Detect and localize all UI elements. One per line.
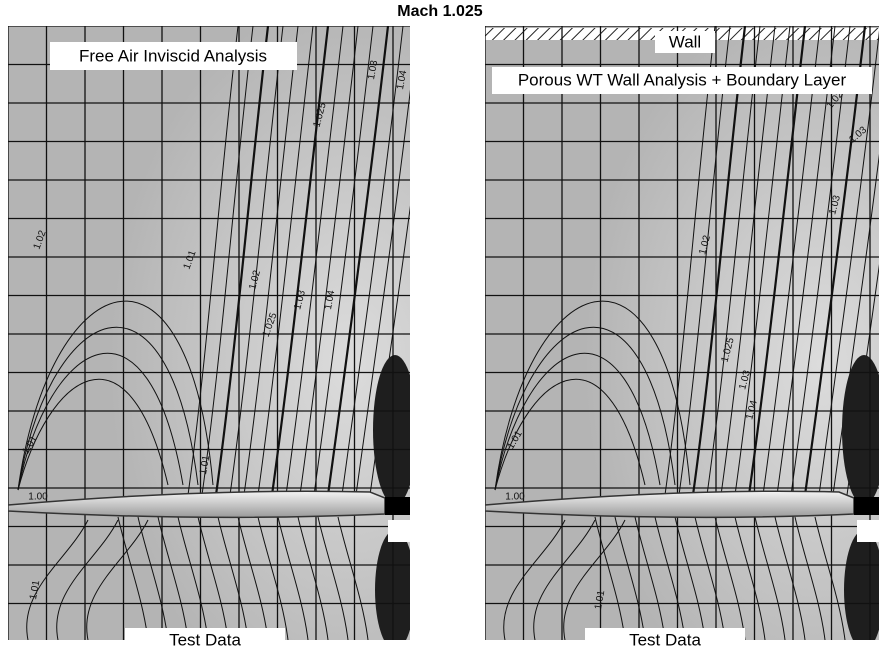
contour-line: [17, 326, 199, 491]
contour-line: [277, 516, 309, 640]
contour-line: [762, 26, 821, 496]
contour-line: [678, 26, 731, 496]
contour-label: 1.02: [697, 234, 713, 256]
wall-label: Wall: [669, 32, 701, 51]
contour-label: 1.00: [28, 492, 48, 503]
contour-line: [317, 516, 349, 640]
contour-line: [187, 26, 239, 496]
contour-label: 1.01: [198, 454, 212, 476]
contour-line: [237, 516, 269, 640]
contour-label: 1.00: [505, 492, 525, 503]
panel: 1.021.031.031.021.0251.031.041.011.001.0…: [485, 26, 879, 640]
contour-line: [326, 26, 390, 496]
contour-line: [664, 26, 716, 496]
contour-label: 1.04: [395, 69, 409, 91]
contour-line: [177, 516, 209, 640]
contour-line: [257, 516, 289, 640]
contour-line: [776, 26, 836, 496]
contour-label: 1.03: [737, 369, 753, 391]
contour-line: [674, 516, 706, 640]
contour-line: [201, 26, 254, 496]
contour-line: [691, 26, 747, 496]
contour-line: [494, 326, 676, 491]
contour-line: [243, 26, 299, 496]
contour-line: [355, 89, 410, 496]
contour-label: 1.03: [827, 194, 843, 216]
contour-line: [217, 516, 249, 640]
contour-line: [494, 378, 646, 491]
contour-line: [533, 519, 596, 640]
contour-line: [694, 516, 726, 640]
contour-line: [17, 378, 169, 491]
contour-line: [285, 26, 344, 496]
contour-line: [790, 26, 851, 496]
contour-line: [117, 516, 149, 640]
contour-line: [229, 26, 284, 496]
contour-line: [17, 300, 214, 491]
contour-line: [754, 516, 786, 640]
contour-line: [818, 30, 879, 496]
sting-gap: [857, 520, 879, 542]
contour-line: [56, 519, 119, 640]
contour-label: 1.03: [366, 59, 380, 81]
contour-line: [563, 519, 626, 640]
contour-line: [832, 153, 879, 496]
panel-footer: Test Data: [629, 630, 701, 649]
contour-line: [86, 519, 149, 640]
contour-line: [654, 516, 686, 640]
contour-line: [297, 516, 329, 640]
contour-label: 1.04: [323, 289, 337, 311]
contour-line: [313, 26, 374, 496]
contour-line: [734, 516, 766, 640]
contour-label: 1.01: [593, 589, 607, 611]
contour-line: [341, 26, 404, 496]
contour-line: [803, 26, 867, 496]
contour-line: [270, 26, 330, 496]
contour-line: [706, 26, 761, 496]
panel-label: Porous WT Wall Analysis + Boundary Layer: [518, 70, 847, 89]
contour-line: [594, 516, 626, 640]
panel-label: Free Air Inviscid Analysis: [79, 46, 267, 65]
contour-line: [747, 26, 807, 496]
contour-line: [197, 516, 229, 640]
sting: [854, 497, 879, 515]
sting-gap: [388, 520, 410, 542]
annotations: Free Air Inviscid Analysis Test Data Wal…: [50, 31, 872, 652]
contour-line: [774, 516, 806, 640]
contour-line: [299, 26, 359, 496]
shock-region: [373, 355, 410, 505]
contour-line: [494, 300, 691, 491]
contour-line: [257, 26, 314, 496]
contour-line: [714, 516, 746, 640]
contour-label: 1.01: [28, 579, 42, 601]
shock-region: [375, 530, 410, 640]
contour-label: 1.02: [247, 269, 263, 291]
contour-line: [720, 26, 776, 496]
panel-footer: Test Data: [169, 630, 241, 649]
contour-label: 1.03: [292, 289, 308, 311]
contour-line: [214, 26, 270, 496]
sting: [385, 497, 410, 515]
contour-line: [794, 516, 826, 640]
contour-line: [494, 352, 661, 491]
contour-line: [17, 352, 184, 491]
contour-label: 1.04: [744, 399, 760, 421]
contour-line: [734, 26, 791, 496]
figure-title: Mach 1.025: [397, 3, 482, 20]
